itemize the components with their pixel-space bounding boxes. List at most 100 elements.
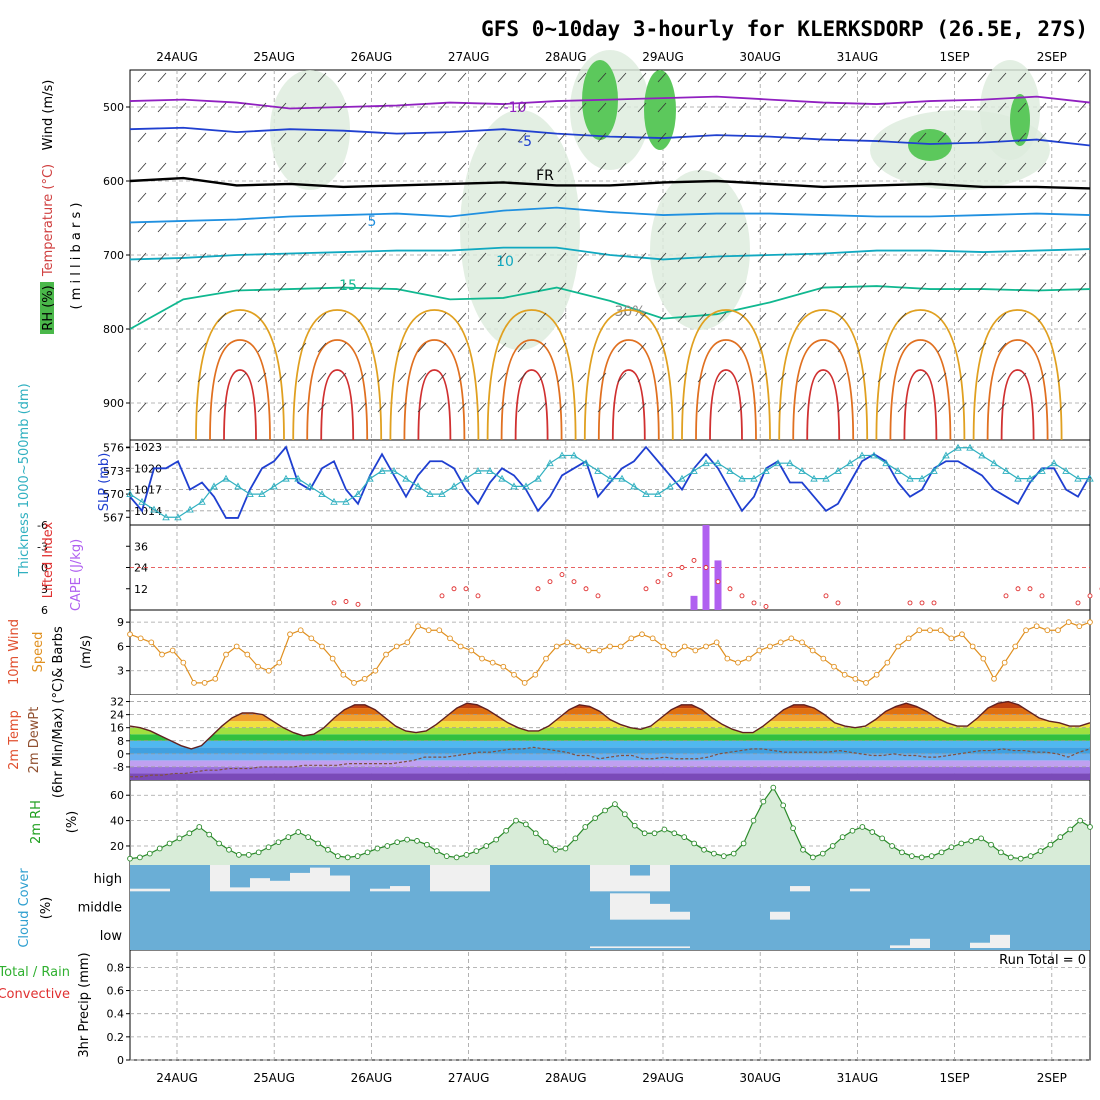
- wind-barb: [317, 222, 327, 233]
- wind10m-marker: [127, 631, 133, 638]
- y-tick-label: 0: [117, 748, 124, 761]
- wind-barb: [617, 312, 627, 323]
- y-tick-label: 3: [117, 665, 124, 678]
- wind-barb: [357, 192, 367, 203]
- temp-band: [130, 727, 1090, 735]
- wind-barb: [837, 312, 847, 323]
- y-axis-label-slp: SLP (mb): [97, 453, 112, 512]
- wind-barb: [977, 72, 987, 83]
- wind-barb: [237, 372, 247, 383]
- rh2m-marker: [513, 817, 519, 824]
- wind-barb: [777, 102, 787, 113]
- warm-isotherm: [875, 309, 966, 441]
- li-marker: [931, 600, 937, 606]
- wind-barb: [997, 312, 1007, 323]
- wind-barb: [657, 192, 667, 203]
- wind-barb: [177, 402, 187, 413]
- wind-barb: [537, 102, 547, 113]
- wind-barb: [397, 162, 407, 173]
- wind-barb: [237, 192, 247, 203]
- wind-barb: [597, 102, 607, 113]
- wind-barb: [237, 282, 247, 293]
- wind-barb: [857, 252, 867, 263]
- wind-barb: [197, 132, 207, 143]
- wind-barb: [917, 162, 927, 173]
- warm-isotherm: [417, 369, 452, 441]
- wind10m-marker: [1023, 627, 1029, 634]
- thickness-marker: [678, 474, 686, 482]
- rh2m-marker: [889, 843, 895, 849]
- date-label-top: 27AUG: [448, 50, 490, 64]
- wind-barb: [137, 372, 147, 383]
- wind-barb: [1017, 342, 1027, 353]
- wind-barb: [317, 102, 327, 113]
- wind-barb: [257, 132, 267, 143]
- li-marker: [451, 586, 457, 592]
- wind-barb: [297, 282, 307, 293]
- rh2m-marker: [255, 849, 262, 856]
- rh2m-marker: [1057, 834, 1064, 840]
- wind-barb: [537, 192, 547, 203]
- rh2m-marker: [483, 843, 490, 849]
- wind-barb: [277, 72, 287, 83]
- wind-barb: [697, 102, 707, 113]
- wind-barb: [157, 192, 167, 203]
- wind10m-marker: [383, 651, 389, 658]
- cloud-middle-bar: [610, 893, 650, 920]
- wind-barb: [497, 192, 507, 203]
- wind-barb: [937, 192, 947, 203]
- wind-barb: [217, 312, 227, 323]
- wind-barb: [217, 222, 227, 233]
- wind-barb: [677, 252, 687, 263]
- wind-barb: [1037, 102, 1047, 113]
- wind-barb: [477, 102, 487, 113]
- wind-barb: [177, 282, 187, 293]
- warm-isotherm: [486, 309, 577, 441]
- rh2m-marker: [1087, 824, 1093, 830]
- y-tick-label: 32: [110, 696, 124, 709]
- thickness-marker: [618, 474, 626, 482]
- wind-barb: [357, 102, 367, 113]
- run-total: Run Total = 0: [999, 953, 1086, 968]
- wind10m-marker: [1033, 623, 1040, 630]
- wind-barb: [737, 192, 747, 203]
- wind10m-marker: [521, 680, 528, 686]
- rh2m-marker: [602, 807, 608, 814]
- wind-barb: [717, 282, 727, 293]
- wind10m-marker: [671, 651, 677, 658]
- wind10m-marker: [553, 643, 560, 650]
- thickness-line: [129, 447, 1090, 518]
- wind10m-marker: [1065, 619, 1072, 625]
- cloud-high-bar: [630, 875, 650, 892]
- wind-barb: [837, 162, 847, 173]
- y-tick-label: 0.8: [107, 961, 125, 974]
- cloud-high-bar: [650, 865, 670, 892]
- rh2m-marker: [879, 835, 886, 842]
- wind-barb: [897, 72, 907, 83]
- wind-barb: [577, 402, 587, 413]
- wind-barb: [557, 162, 567, 173]
- wind-barb: [637, 132, 647, 143]
- rh2m-marker: [859, 824, 866, 830]
- y-tick-label: 40: [110, 815, 124, 828]
- wind10m-marker-group: [127, 619, 1093, 686]
- wind-barb: [417, 402, 427, 413]
- wind-barb: [837, 192, 847, 203]
- wind-barb: [657, 282, 667, 293]
- wind-barb: [337, 102, 347, 113]
- rh2m-marker: [740, 840, 747, 847]
- wind-barb: [537, 132, 547, 143]
- isotherm-label: -10: [504, 100, 527, 116]
- wind-barb: [1057, 252, 1067, 263]
- wind-barb: [1037, 282, 1047, 293]
- wind-barb: [937, 342, 947, 353]
- wind10m-marker: [596, 647, 603, 654]
- wind-barb: [717, 72, 727, 83]
- warm-isotherm: [292, 309, 383, 441]
- wind-barb: [417, 222, 427, 233]
- wind-barb: [417, 102, 427, 113]
- wind-barb: [777, 132, 787, 143]
- wind-barb: [557, 402, 567, 413]
- wind-barb: [817, 72, 827, 83]
- wind10m-marker: [137, 635, 144, 642]
